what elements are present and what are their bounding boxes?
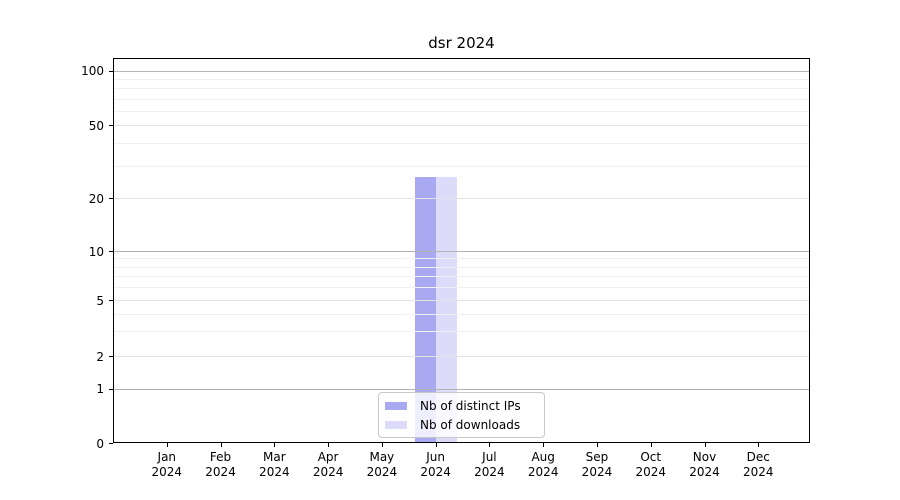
x-tick-month: May xyxy=(369,450,395,464)
x-tick-label-mar: Mar 2024 xyxy=(259,450,290,480)
chart-title: dsr 2024 xyxy=(428,34,495,52)
gridline-y-100 xyxy=(114,70,809,72)
x-tick-mark-jul xyxy=(489,443,490,447)
x-tick-year: 2024 xyxy=(527,465,559,479)
gridline-y-10 xyxy=(114,251,809,252)
x-tick-year: 2024 xyxy=(205,465,236,479)
gridline-y-5 xyxy=(114,300,809,301)
x-tick-label-oct: Oct 2024 xyxy=(635,450,666,480)
x-tick-month: Dec xyxy=(746,450,770,464)
gridline-y-20 xyxy=(114,198,809,199)
x-tick-label-jul: Jul 2024 xyxy=(474,450,505,480)
y-tick-label-50: 50 xyxy=(88,118,104,133)
y-tick-label-0: 0 xyxy=(96,436,104,451)
gridline-y-4 xyxy=(114,313,809,315)
bar-jun-series-0 xyxy=(414,177,436,442)
gridline-y-8 xyxy=(114,266,809,268)
x-tick-mark-feb xyxy=(221,443,222,447)
gridline-y-90 xyxy=(114,78,809,80)
y-tick-mark-100 xyxy=(109,71,113,72)
gridline-y-70 xyxy=(114,98,809,100)
x-tick-mark-jan xyxy=(167,443,168,447)
y-tick-mark-2 xyxy=(109,356,113,357)
y-tick-mark-5 xyxy=(109,300,113,301)
x-tick-label-jun: Jun 2024 xyxy=(420,450,451,480)
legend-swatch-icon xyxy=(385,420,407,429)
x-tick-mark-jun xyxy=(436,443,437,447)
x-tick-mark-apr xyxy=(328,443,329,447)
x-tick-month: Mar xyxy=(263,450,286,464)
x-tick-mark-mar xyxy=(274,443,275,447)
y-tick-mark-0 xyxy=(109,443,113,444)
x-tick-year: 2024 xyxy=(474,465,505,479)
legend-entry: Nb of distinct IPs xyxy=(385,399,544,413)
y-tick-label-5: 5 xyxy=(96,293,104,308)
x-tick-month: Jul xyxy=(482,450,497,464)
x-tick-mark-oct xyxy=(651,443,652,447)
gridline-y-7 xyxy=(114,276,809,278)
x-tick-label-apr: Apr 2024 xyxy=(313,450,344,480)
gridline-y-60 xyxy=(114,110,809,112)
y-tick-mark-20 xyxy=(109,198,113,199)
y-tick-mark-10 xyxy=(109,251,113,252)
x-tick-mark-may xyxy=(382,443,383,447)
x-tick-month: Jan xyxy=(157,450,177,464)
gridline-y-1 xyxy=(114,388,809,390)
x-tick-label-may: May 2024 xyxy=(367,450,398,480)
y-tick-label-100: 100 xyxy=(81,64,104,79)
x-tick-mark-sep xyxy=(597,443,598,447)
x-tick-month: Nov xyxy=(692,450,717,464)
x-tick-label-dec: Dec 2024 xyxy=(743,450,774,480)
bar-jun-series-1 xyxy=(435,177,457,442)
gridline-y-9 xyxy=(114,258,809,260)
y-tick-label-2: 2 xyxy=(96,349,104,364)
gridline-y-3 xyxy=(114,331,809,333)
x-tick-mark-dec xyxy=(758,443,759,447)
y-tick-mark-50 xyxy=(109,125,113,126)
x-tick-year: 2024 xyxy=(420,465,451,479)
x-tick-month: Feb xyxy=(209,450,232,464)
x-tick-month: Oct xyxy=(640,450,662,464)
legend-label: Nb of distinct IPs xyxy=(420,398,521,413)
x-tick-label-feb: Feb 2024 xyxy=(205,450,236,480)
legend: Nb of distinct IPs Nb of downloads xyxy=(378,392,545,438)
x-tick-year: 2024 xyxy=(581,465,613,479)
gridline-y-6 xyxy=(114,287,809,289)
y-tick-label-20: 20 xyxy=(88,191,104,206)
y-tick-mark-1 xyxy=(109,389,113,390)
legend-label: Nb of downloads xyxy=(420,417,521,432)
gridline-y-50 xyxy=(114,125,809,126)
x-tick-year: 2024 xyxy=(151,465,183,479)
x-tick-mark-aug xyxy=(543,443,544,447)
y-tick-label-10: 10 xyxy=(88,244,104,259)
y-tick-label-1: 1 xyxy=(96,382,104,396)
x-tick-month: Sep xyxy=(585,450,609,464)
x-tick-month: Jun xyxy=(426,450,446,464)
legend-entry: Nb of downloads xyxy=(385,418,544,432)
x-tick-year: 2024 xyxy=(742,465,774,479)
x-tick-label-sep: Sep 2024 xyxy=(582,450,613,480)
x-tick-year: 2024 xyxy=(689,465,720,479)
x-tick-year: 2024 xyxy=(312,465,344,479)
x-tick-month: Aug xyxy=(531,450,555,464)
x-tick-mark-nov xyxy=(705,443,706,447)
x-tick-label-nov: Nov 2024 xyxy=(689,450,720,480)
plot-area xyxy=(113,58,810,443)
gridline-y-80 xyxy=(114,88,809,90)
x-tick-label-aug: Aug 2024 xyxy=(528,450,559,480)
x-tick-year: 2024 xyxy=(366,465,398,479)
x-tick-month: Apr xyxy=(317,450,339,464)
legend-swatch-icon xyxy=(385,401,407,410)
x-tick-label-jan: Jan 2024 xyxy=(152,450,183,480)
gridline-y-2 xyxy=(114,356,809,357)
gridline-y-40 xyxy=(114,142,809,144)
x-tick-year: 2024 xyxy=(259,465,290,479)
x-tick-year: 2024 xyxy=(635,465,666,479)
gridline-y-30 xyxy=(114,165,809,167)
